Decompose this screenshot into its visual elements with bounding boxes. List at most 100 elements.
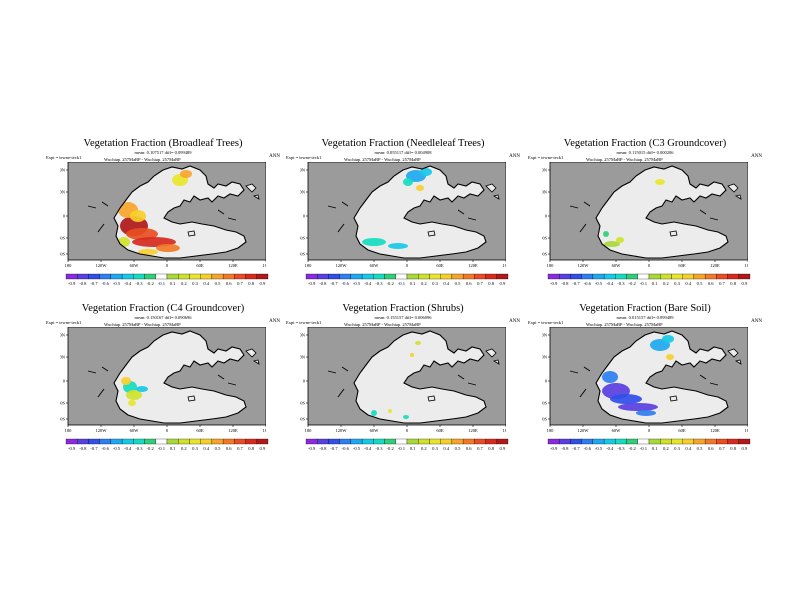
coastline <box>353 330 487 424</box>
anomaly-patch <box>403 178 413 186</box>
x-tick-label: 120E <box>468 263 478 268</box>
colorbar-label: 0.8 <box>730 281 736 286</box>
colorbar-label: -0.7 <box>572 446 580 451</box>
y-tick-label: 40N <box>60 190 66 195</box>
colorbar-swatch <box>234 438 246 445</box>
colorbar-swatch <box>570 273 582 280</box>
x-tick-label: 120W <box>336 428 348 433</box>
map-layer <box>307 327 506 426</box>
colorbar-label: 0.5 <box>455 281 461 286</box>
chart-stats: mean: 0.115015 diff= 0.000206 <box>616 150 674 155</box>
y-tick-label: 40S <box>542 401 547 406</box>
x-tick-label: 120E <box>228 263 238 268</box>
colorbar-swatch <box>451 273 464 280</box>
anomaly-patch <box>655 179 665 185</box>
anomaly-field <box>362 168 432 249</box>
colorbar: -0.9 -0.8 -0.7 -0.6 -0.5 -0.4 -0.3 -0.2 -0.1 0.1 0… <box>65 438 269 451</box>
colorbar-swatch <box>693 273 706 280</box>
colorbar-label: 0.9 <box>742 281 748 286</box>
colorbar-label: -0.8 <box>79 281 87 286</box>
colorbar: -0.9 -0.8 -0.7 -0.6 -0.5 -0.4 -0.3 -0.2 -0.1 0.1 0… <box>305 438 509 451</box>
chart-title: Vegetation Fraction (C3 Groundcover) <box>563 138 727 149</box>
colorbar-swatch <box>626 438 638 445</box>
colorbar-swatch <box>256 273 269 280</box>
colorbar-swatch <box>496 438 509 445</box>
map-plot: 60N 40N 0 40S 60S 180 120W 60W 0 60E 120E 180 <box>60 162 266 268</box>
colorbar-label: 0.3 <box>192 281 198 286</box>
coast-fragment <box>97 388 105 398</box>
x-tick-label: 180 <box>263 263 266 268</box>
colorbar-label: 0.4 <box>203 446 209 451</box>
chart-expt: Expt = tewne-teck1 <box>46 155 82 160</box>
colorbar-label: -0.6 <box>342 446 350 451</box>
continent <box>354 166 486 258</box>
colorbar-swatch <box>462 438 475 445</box>
anomaly-field <box>118 170 192 255</box>
colorbar-label: 0.2 <box>663 281 669 286</box>
colorbar-label: 0.7 <box>719 446 725 451</box>
anomaly-patch <box>362 238 386 246</box>
colorbar-swatch <box>328 438 340 445</box>
colorbar-label: -0.6 <box>102 446 110 451</box>
coast-fragment <box>569 205 579 209</box>
x-tick-label: 0 <box>648 428 651 433</box>
coast-fragment <box>327 205 337 209</box>
colorbar-swatch <box>121 273 134 280</box>
colorbar-swatch <box>110 273 123 280</box>
colorbar-label: 0.7 <box>237 281 243 286</box>
colorbar-label: 0.3 <box>192 446 198 451</box>
colorbar-swatch <box>395 438 408 445</box>
colorbar-swatch <box>178 273 190 280</box>
colorbar-label: -0.7 <box>90 446 98 451</box>
colorbar-swatch <box>222 273 235 280</box>
chart-title: Vegetation Fraction (Broadleaf Trees) <box>83 138 243 149</box>
colorbar-label: -0.9 <box>550 446 558 451</box>
colorbar-swatch <box>77 273 89 280</box>
coast-fragment <box>579 223 587 233</box>
colorbar-label: -0.6 <box>584 446 592 451</box>
x-tick-label: 60E <box>436 428 444 433</box>
x-tick-label: 180 <box>745 428 748 433</box>
x-tick-label: 60E <box>436 263 444 268</box>
colorbar-label: 0.5 <box>215 446 221 451</box>
colorbar-swatch <box>178 438 190 445</box>
island <box>187 395 196 402</box>
x-tick-label: 60E <box>678 428 686 433</box>
colorbar-label: -0.2 <box>387 281 395 286</box>
colorbar-label: -0.5 <box>113 446 121 451</box>
y-tick-label: 40S <box>542 236 547 241</box>
colorbar-label: -0.3 <box>375 281 383 286</box>
chart-expt: Expt = tewne-teck1 <box>46 320 82 325</box>
colorbar-label: 0.1 <box>652 446 658 451</box>
x-tick-label: 0 <box>648 263 651 268</box>
colorbar-label: -0.1 <box>398 281 406 286</box>
colorbar-label: 0.4 <box>685 281 691 286</box>
coast-fragment <box>227 217 237 221</box>
colorbar-label: -0.5 <box>353 281 361 286</box>
colorbar-swatch <box>211 438 224 445</box>
chart-panel-broadleaf-trees: Vegetation Fraction (Broadleaf Trees) me… <box>44 138 282 298</box>
colorbar-label: -0.5 <box>595 446 603 451</box>
chart-annotation: Wuchiap. 257MaBP - Wuchiap. 257MaBP <box>104 322 181 327</box>
island <box>734 359 742 365</box>
colorbar-swatch <box>110 438 123 445</box>
coastline <box>595 165 729 259</box>
colorbar-swatch <box>245 438 257 445</box>
colorbar-label: 0.6 <box>226 281 232 286</box>
colorbar-label: -0.5 <box>113 281 121 286</box>
chart-annotation: Wuchiap. 257MaBP - Wuchiap. 257MaBP <box>104 157 181 162</box>
colorbar-label: 0.1 <box>170 281 176 286</box>
map-layer <box>549 162 748 261</box>
x-tick-label: 60E <box>678 263 686 268</box>
colorbar-label: 0.3 <box>674 446 680 451</box>
colorbar-swatch <box>133 438 145 445</box>
x-tick-label: 60E <box>196 428 204 433</box>
island <box>669 395 678 402</box>
y-tick-label: 0 <box>63 214 66 219</box>
colorbar-swatch <box>704 438 717 445</box>
y-tick-label: 40S <box>60 236 65 241</box>
colorbar-swatch <box>317 438 329 445</box>
colorbar-swatch <box>716 438 728 445</box>
island <box>734 194 742 200</box>
map-plot: 60N 40N 0 40S 60S 180 120W 60W 0 60E 120E 180 <box>542 327 748 433</box>
